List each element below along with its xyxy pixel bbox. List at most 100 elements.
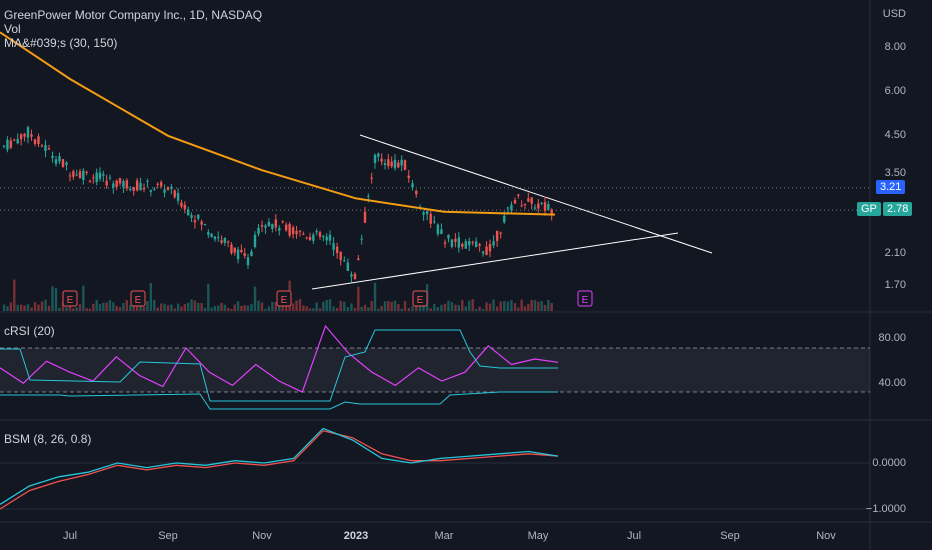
volume-bar bbox=[257, 300, 260, 311]
volume-bar bbox=[125, 300, 129, 311]
candle-body bbox=[450, 239, 454, 247]
candle-body bbox=[200, 221, 203, 225]
volume-bar bbox=[383, 301, 387, 311]
candle-body bbox=[153, 188, 156, 190]
volume-bar bbox=[367, 307, 370, 311]
volume-bar bbox=[6, 306, 9, 311]
volume-bar bbox=[305, 306, 308, 311]
volume-bar bbox=[210, 307, 213, 311]
volume-bar bbox=[26, 304, 30, 311]
time-tick: Nov bbox=[816, 530, 836, 542]
candle-body bbox=[543, 202, 547, 211]
candle-body bbox=[457, 237, 461, 248]
volume-bar bbox=[457, 305, 461, 311]
candle-body bbox=[335, 246, 339, 253]
candle-body bbox=[308, 236, 312, 240]
earnings-marker bbox=[412, 290, 428, 307]
candle-body bbox=[407, 175, 410, 178]
candle-body bbox=[180, 202, 183, 207]
candle-body bbox=[176, 193, 180, 201]
volume-bar bbox=[471, 299, 474, 311]
volume-bar bbox=[186, 302, 190, 311]
candle-body bbox=[393, 159, 397, 169]
volume-bar bbox=[332, 306, 335, 311]
candle-body bbox=[471, 242, 474, 244]
candle-body bbox=[377, 153, 380, 157]
volume-bar bbox=[322, 301, 325, 311]
candle-body bbox=[108, 177, 112, 179]
bsm-slow-line bbox=[0, 430, 559, 510]
candle-body bbox=[278, 228, 281, 231]
volume-bar bbox=[220, 302, 223, 311]
price-tick: 3.50 bbox=[884, 167, 906, 179]
volume-bar bbox=[461, 300, 464, 311]
candle-body bbox=[233, 247, 236, 253]
candle-body bbox=[217, 236, 220, 238]
candle-body bbox=[433, 221, 436, 223]
candle-body bbox=[474, 241, 478, 248]
volume-bar bbox=[474, 308, 478, 311]
candle-body bbox=[390, 161, 393, 167]
volume-bar bbox=[429, 308, 432, 311]
candle-body bbox=[246, 257, 250, 266]
volume-bar bbox=[339, 300, 342, 311]
bsm-label: BSM (8, 26, 0.8) bbox=[4, 432, 92, 446]
volume-bar bbox=[550, 303, 553, 311]
crsi-label: cRSI (20) bbox=[4, 324, 55, 338]
candle-body bbox=[464, 241, 467, 249]
candle-body bbox=[26, 127, 30, 138]
candle-body bbox=[350, 274, 353, 277]
candle-body bbox=[281, 221, 284, 223]
candle-body bbox=[447, 234, 450, 239]
candle-body bbox=[186, 209, 190, 216]
volume-bar bbox=[13, 279, 16, 311]
volume-bar bbox=[65, 307, 68, 311]
volume-bar bbox=[499, 301, 502, 311]
earnings-marker bbox=[577, 290, 593, 307]
volume-bar bbox=[447, 300, 450, 311]
candle-body bbox=[397, 162, 400, 168]
candle-body bbox=[403, 160, 407, 171]
volume-bar bbox=[200, 303, 203, 311]
candle-body bbox=[380, 158, 383, 162]
volume-bar bbox=[380, 306, 383, 311]
volume-bar bbox=[517, 307, 520, 311]
candle-body bbox=[298, 230, 302, 232]
volume-bar bbox=[19, 304, 23, 311]
candle-body bbox=[260, 225, 264, 227]
bsm-tick: 0.0000 bbox=[872, 457, 906, 469]
volume-bar bbox=[156, 307, 159, 311]
candle-body bbox=[478, 244, 481, 246]
volume-bar bbox=[343, 301, 346, 311]
volume-bar bbox=[207, 283, 210, 311]
candle-body bbox=[506, 207, 510, 209]
current-price-tag: 2.78 bbox=[883, 202, 913, 216]
volume-bar bbox=[176, 303, 180, 311]
volume-bar bbox=[520, 299, 523, 311]
candle-body bbox=[98, 172, 102, 179]
candle-body bbox=[44, 144, 47, 152]
volume-bar bbox=[153, 299, 156, 311]
candle-body bbox=[95, 172, 98, 183]
candle-body bbox=[343, 260, 346, 262]
volume-bar bbox=[318, 308, 322, 311]
candle-body bbox=[499, 232, 502, 234]
candle-body bbox=[305, 237, 308, 239]
volume-bar bbox=[230, 308, 233, 311]
crsi-band-fill bbox=[0, 348, 870, 392]
volume-bar bbox=[122, 303, 125, 311]
candle-body bbox=[197, 214, 200, 219]
volume-bar bbox=[250, 303, 253, 311]
volume-bar bbox=[291, 303, 295, 311]
candle-body bbox=[163, 189, 166, 193]
volume-bar bbox=[390, 301, 393, 311]
candle-body bbox=[360, 238, 363, 240]
candle-body bbox=[72, 171, 75, 177]
candle-body bbox=[207, 232, 210, 235]
candle-body bbox=[68, 175, 72, 177]
volume-bar bbox=[132, 304, 135, 311]
candle-body bbox=[16, 139, 19, 144]
volume-bar bbox=[543, 304, 547, 311]
volume-bar bbox=[173, 308, 176, 311]
